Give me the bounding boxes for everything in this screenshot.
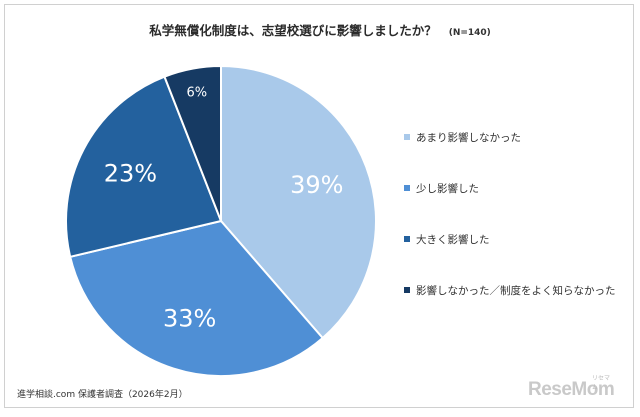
legend-item-3: 大きく影響した	[404, 232, 616, 246]
legend-item-4: 影響しなかった／制度をよく知らなかった	[404, 283, 616, 297]
pie-slice-1	[220, 64, 377, 340]
legend-item-1: あまり影響しなかった	[404, 130, 616, 144]
source-note: 進学相談.com 保護者調査（2026年2月）	[17, 390, 188, 400]
pie-slice-2	[68, 219, 325, 377]
legend-label: 大きく影響した	[416, 233, 490, 246]
chart-title: 私学無償化制度は、志望校選びに影響しましたか？	[149, 23, 437, 38]
legend-swatch	[404, 185, 410, 191]
logo-text: ReseMom	[528, 379, 615, 400]
legend-label: 少し影響した	[416, 182, 479, 195]
pie-slices	[65, 64, 377, 377]
legend-label: 影響しなかった／制度をよく知らなかった	[416, 284, 616, 297]
logo-kana: リセマム	[592, 376, 611, 391]
pie-slice-4	[163, 64, 222, 222]
legend-item-2: 少し影響した	[404, 181, 616, 195]
legend-swatch	[404, 236, 410, 242]
chart-subtitle: (N=140)	[448, 28, 491, 38]
legend-label: あまり影響しなかった	[416, 131, 521, 144]
data-label-2: 33%	[163, 304, 216, 332]
data-label-4: 6%	[187, 86, 208, 101]
data-label-3: 23%	[104, 160, 157, 188]
legend-swatch	[404, 134, 410, 140]
pie-data-labels: 39% 33% 23% 6%	[104, 86, 344, 333]
data-label-1: 39%	[290, 171, 343, 199]
chart-title-row: 私学無償化制度は、志望校選びに影響しましたか？ (N=140)	[0, 20, 640, 39]
pie-slice-3	[65, 75, 223, 259]
legend: あまり影響しなかった 少し影響した 大きく影響した影響しなかった／制度をよく知らなか…	[404, 130, 616, 334]
resemom-logo: ReseMom リセマム	[528, 376, 615, 401]
legend-swatch	[404, 287, 410, 293]
